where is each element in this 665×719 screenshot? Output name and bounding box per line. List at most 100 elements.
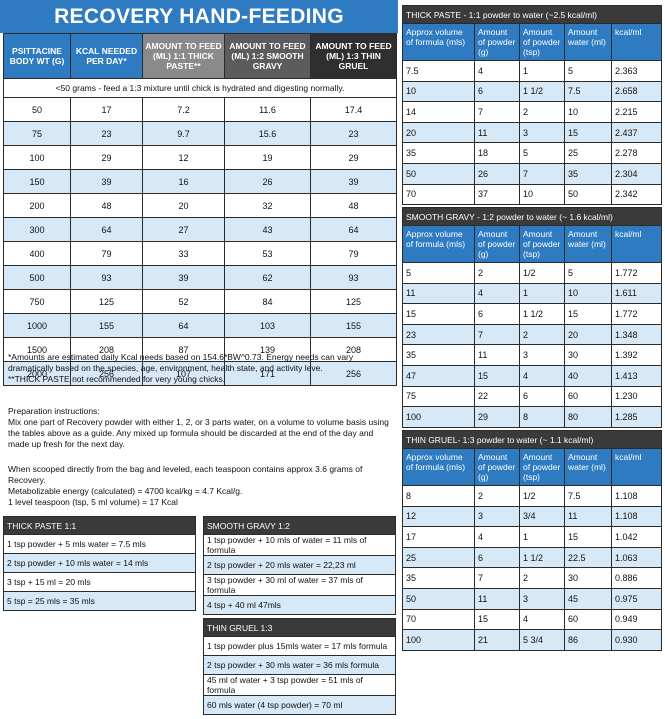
table-cell: 15 — [564, 303, 612, 325]
list-item: 2 tsp powder + 30 mls water = 36 mls for… — [203, 655, 396, 675]
table-cell: 75 — [402, 385, 475, 408]
table-cell: 10 — [402, 80, 475, 103]
table-cell: 2 — [474, 485, 520, 507]
table-row: 50 26 7 35 2.304 — [402, 162, 663, 185]
table-cell: 17 — [70, 97, 143, 122]
header-thick-paste: AMOUNT TO FEED (ML) 1:1 THICK PASTE** — [142, 33, 225, 79]
metabolizable-energy: Metabolizable energy (calculated) = 4700… — [8, 486, 243, 496]
table-cell: 1 1/2 — [519, 303, 565, 325]
list-item: 3 tsp powder + 30 ml of water = 37 mls o… — [203, 574, 396, 596]
table-row: 100 21 5 3/4 86 0.930 — [402, 629, 662, 651]
table-cell: 2.304 — [610, 162, 663, 185]
table-cell: 125 — [70, 289, 143, 314]
table-row: 14 7 2 10 2.215 — [402, 101, 663, 123]
column-header: Amount of powder (g) — [474, 225, 520, 263]
table-cell: 23 — [402, 323, 475, 346]
table-row: 1500 208 87 139 208 — [3, 337, 397, 362]
preparation-instructions: Preparation instructions: Mix one part o… — [8, 406, 396, 517]
table-cell: 171 — [224, 361, 311, 386]
table-cell: 6 — [519, 385, 565, 408]
column-header: Amount of powder (tsp) — [519, 23, 565, 61]
table-cell: 750 — [3, 289, 71, 314]
table-cell: 80 — [564, 406, 612, 428]
table-cell: 6 — [474, 546, 520, 569]
column-header-row: Approx volume of formula (mls) Amount of … — [402, 448, 662, 486]
table-row: 500 93 39 62 93 — [3, 265, 397, 290]
table-cell: 93 — [310, 265, 397, 290]
table-cell: 8 — [519, 406, 565, 428]
table-row: 300 64 27 43 64 — [3, 217, 397, 242]
mix-recipe: 2 tsp powder + 30 mls water = 36 mls for… — [203, 655, 396, 675]
smooth-gravy-volume-table: SMOOTH GRAVY - 1:2 powder to water (~ 1.… — [402, 207, 662, 428]
small-chick-note: <50 grams - feed a 1:3 mixture until chi… — [3, 78, 397, 98]
table-cell: 1/2 — [519, 485, 565, 507]
smooth-gravy-title: SMOOTH GRAVY 1:2 — [203, 516, 396, 535]
table-cell: 35 — [402, 142, 475, 164]
thin-gruel-volume-title: THIN GRUEL- 1:3 powder to water (~ 1.1 k… — [402, 430, 662, 449]
table-cell: 32 — [224, 193, 311, 218]
thin-gruel-mix-table: THIN GRUEL 1:3 1 tsp powder plus 15mls wa… — [203, 618, 396, 715]
list-item: 4 tsp + 40 ml 47mls — [203, 595, 396, 615]
table-cell: 79 — [310, 241, 397, 266]
table-cell: 11 — [474, 344, 520, 366]
table-cell: 155 — [70, 313, 143, 338]
table-cell: 2.278 — [610, 142, 663, 164]
table-cell: 15 — [564, 121, 612, 144]
table-cell: 39 — [70, 169, 143, 194]
mix-recipe: 1 tsp powder plus 15mls water = 17 mls f… — [203, 636, 396, 656]
table-cell: 70 — [402, 608, 475, 631]
smooth-gravy-mix-table: SMOOTH GRAVY 1:2 1 tsp powder + 10 mls of… — [203, 516, 396, 615]
list-item: 5 tsp = 25 mls = 35 mls — [3, 591, 196, 611]
table-cell: 7 — [474, 323, 520, 346]
table-cell: 22 — [474, 385, 520, 408]
table-cell: 40 — [564, 364, 612, 387]
list-item: 3 tsp + 15 ml = 20 mls — [3, 572, 196, 592]
list-item: 60 mls water (4 tsp powder) = 70 ml — [203, 695, 396, 715]
column-header: kcal/ml — [611, 225, 662, 263]
table-row: 25 6 1 1/2 22.5 1.063 — [402, 546, 662, 569]
table-cell: 2 — [474, 262, 520, 284]
column-header-row: Approx volume of formula (mls) Amount of … — [402, 225, 662, 263]
table-cell: 100 — [402, 406, 475, 428]
table-cell: 1500 — [3, 337, 71, 362]
table-cell: 3/4 — [519, 505, 565, 528]
table-row: 100 29 8 80 1.285 — [402, 406, 662, 428]
header-smooth-gravy: AMOUNT TO FEED (ML) 1:2 SMOOTH GRAVY — [224, 33, 311, 79]
table-cell: 1.108 — [611, 485, 662, 507]
table-cell: 10 — [564, 101, 612, 123]
table-row: 2000 256 107 171 256 — [3, 361, 397, 386]
table-cell: 7 — [519, 162, 565, 185]
table-row: 20 11 3 15 2.437 — [402, 121, 663, 144]
table-cell: 86 — [564, 629, 612, 651]
main-table-header-row: PSITTACINE BODY WT (G) KCAL NEEDED PER D… — [3, 33, 397, 79]
table-cell: 29 — [310, 145, 397, 170]
table-cell: 12 — [142, 145, 225, 170]
table-cell: 0.949 — [611, 608, 662, 631]
table-cell: 17.4 — [310, 97, 397, 122]
table-cell: 20 — [142, 193, 225, 218]
table-cell: 1.108 — [611, 505, 662, 528]
table-cell: 64 — [142, 313, 225, 338]
table-cell: 500 — [3, 265, 71, 290]
table-cell: 155 — [310, 313, 397, 338]
table-cell: 7 — [474, 101, 520, 123]
table-cell: 9.7 — [142, 121, 225, 146]
table-cell: 1.042 — [611, 526, 662, 548]
table-cell: 208 — [310, 337, 397, 362]
table-cell: 39 — [142, 265, 225, 290]
table-cell: 35 — [402, 344, 475, 366]
table-cell: 87 — [142, 337, 225, 362]
table-cell: 256 — [70, 361, 143, 386]
table-cell: 6 — [474, 80, 520, 103]
thick-paste-footnote: **THICK PASTE not recommended for very y… — [8, 374, 226, 384]
table-cell: 37 — [474, 183, 520, 206]
table-row: 50 17 7.2 11.6 17.4 — [3, 97, 397, 122]
table-cell: 1.063 — [611, 546, 662, 569]
table-cell: 33 — [142, 241, 225, 266]
table-cell: 3 — [519, 344, 565, 366]
mix-recipe: 2 tsp powder + 20 mls water = 22,23 ml — [203, 555, 396, 575]
table-cell: 15 — [402, 303, 475, 325]
table-cell: 15.6 — [224, 121, 311, 146]
thick-paste-title: THICK PASTE 1:1 — [3, 516, 196, 535]
table-cell: 10 — [519, 183, 565, 206]
